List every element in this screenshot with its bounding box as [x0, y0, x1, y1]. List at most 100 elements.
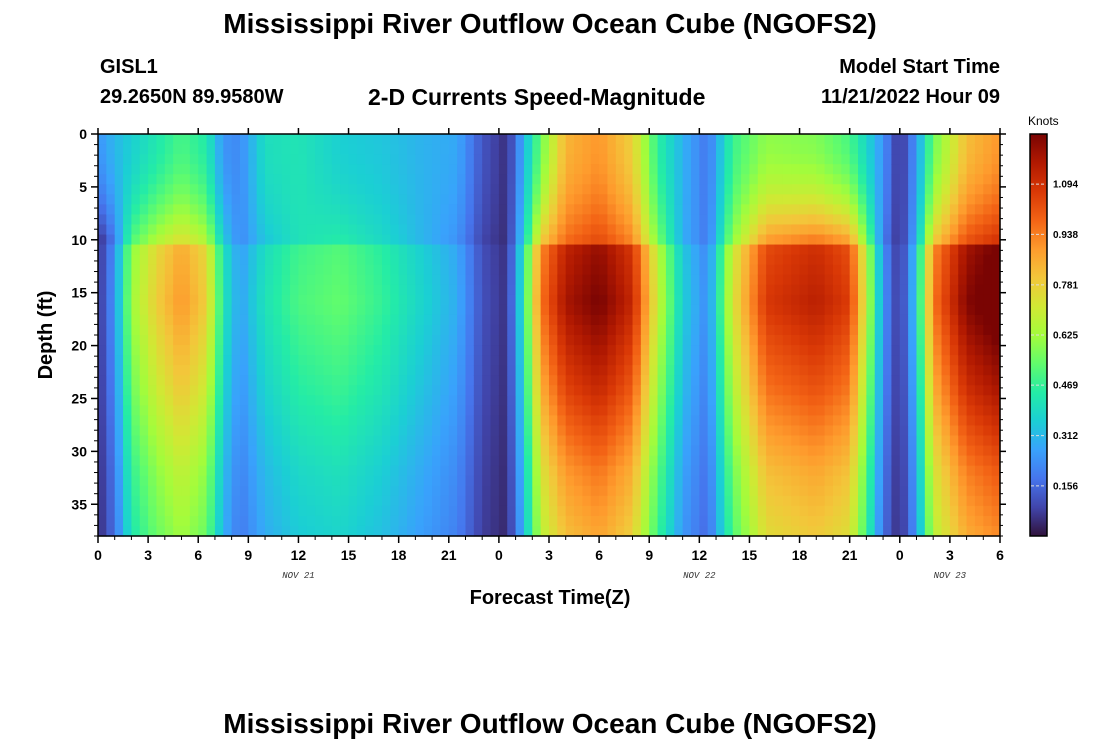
heatmap-cell: [841, 485, 851, 497]
heatmap-cell: [557, 435, 567, 447]
heatmap-cell: [532, 485, 542, 497]
heatmap-cell: [899, 244, 909, 256]
heatmap-cell: [690, 134, 700, 145]
heatmap-cell: [707, 314, 717, 326]
heatmap-cell: [390, 274, 400, 286]
heatmap-cell: [924, 365, 934, 376]
heatmap-cell: [799, 455, 809, 467]
heatmap-cell: [432, 234, 442, 246]
heatmap-cell: [933, 505, 943, 517]
heatmap-cell: [866, 174, 876, 185]
heatmap-cell: [682, 465, 692, 477]
heatmap-cell: [749, 345, 759, 356]
heatmap-cell: [206, 204, 216, 215]
heatmap-cell: [732, 385, 742, 396]
heatmap-cell: [415, 485, 425, 497]
heatmap-cell: [281, 335, 291, 346]
heatmap-cell: [941, 335, 951, 346]
heatmap-cell: [390, 224, 400, 236]
heatmap-cell: [223, 385, 233, 396]
heatmap-cell: [916, 214, 926, 226]
heatmap-cell: [373, 405, 383, 416]
heatmap-cell: [682, 405, 692, 416]
heatmap-cell: [874, 234, 884, 246]
heatmap-cell: [498, 174, 508, 185]
heatmap-cell: [557, 505, 567, 517]
heatmap-cell: [657, 435, 667, 447]
heatmap-cell: [891, 455, 901, 467]
heatmap-cell: [365, 495, 375, 507]
heatmap-cell: [532, 244, 542, 256]
heatmap-cell: [473, 144, 483, 155]
heatmap-cell: [774, 515, 784, 527]
heatmap-cell: [381, 294, 391, 306]
heatmap-cell: [114, 174, 124, 185]
heatmap-cell: [874, 395, 884, 406]
heatmap-cell: [156, 365, 166, 376]
heatmap-cell: [356, 264, 366, 276]
heatmap-cell: [106, 425, 116, 437]
heatmap-cell: [432, 214, 442, 226]
heatmap-cell: [173, 254, 183, 266]
heatmap-cell: [98, 515, 107, 527]
heatmap-cell: [123, 425, 133, 437]
heatmap-cell: [716, 184, 725, 195]
heatmap-cell: [323, 525, 333, 537]
heatmap-cell: [515, 375, 525, 386]
heatmap-cell: [423, 174, 433, 185]
heatmap-cell: [874, 475, 884, 487]
heatmap-cell: [540, 445, 550, 457]
heatmap-cell: [983, 244, 993, 256]
heatmap-cell: [791, 405, 801, 416]
heatmap-cell: [448, 455, 458, 467]
heatmap-cell: [624, 485, 634, 497]
heatmap-cell: [674, 304, 684, 316]
heatmap-cell: [774, 505, 784, 517]
heatmap-cell: [114, 244, 124, 256]
heatmap-cell: [248, 495, 258, 507]
heatmap-cell: [331, 284, 341, 296]
heatmap-cell: [657, 445, 667, 457]
heatmap-cell: [991, 415, 1001, 427]
heatmap-cell: [858, 385, 867, 396]
heatmap-cell: [507, 254, 517, 266]
heatmap-cell: [958, 154, 968, 165]
heatmap-cell: [866, 224, 876, 236]
heatmap-cell: [649, 224, 659, 236]
heatmap-cell: [941, 284, 951, 296]
heatmap-cell: [674, 455, 684, 467]
heatmap-cell: [98, 274, 107, 286]
heatmap-cell: [607, 455, 617, 467]
heatmap-cell: [590, 445, 600, 457]
heatmap-cell: [498, 274, 508, 286]
heatmap-cell: [557, 314, 567, 326]
heatmap-cell: [991, 154, 1001, 165]
heatmap-cell: [482, 405, 492, 416]
heatmap-cell: [741, 264, 751, 276]
heatmap-cell: [699, 485, 709, 497]
heatmap-cell: [365, 475, 375, 487]
heatmap-cell: [716, 214, 725, 226]
heatmap-cell: [373, 485, 383, 497]
heatmap-cell: [381, 465, 391, 477]
heatmap-cell: [590, 465, 600, 477]
heatmap-cell: [632, 445, 642, 457]
heatmap-cell: [281, 224, 291, 236]
heatmap-cell: [883, 324, 893, 336]
heatmap-cell: [381, 164, 391, 175]
heatmap-cell: [574, 355, 584, 366]
heatmap-cell: [657, 254, 667, 266]
heatmap-cell: [532, 495, 542, 507]
heatmap-cell: [189, 465, 199, 477]
heatmap-cell: [816, 355, 826, 366]
heatmap-cell: [649, 184, 659, 195]
heatmap-cell: [991, 485, 1001, 497]
heatmap-cell: [690, 254, 700, 266]
heatmap-cell: [114, 345, 124, 356]
heatmap-cell: [966, 244, 976, 256]
heatmap-cell: [123, 234, 133, 246]
heatmap-cell: [916, 375, 926, 386]
heatmap-cell: [883, 435, 893, 447]
heatmap-cell: [599, 415, 609, 427]
heatmap-cell: [741, 455, 751, 467]
